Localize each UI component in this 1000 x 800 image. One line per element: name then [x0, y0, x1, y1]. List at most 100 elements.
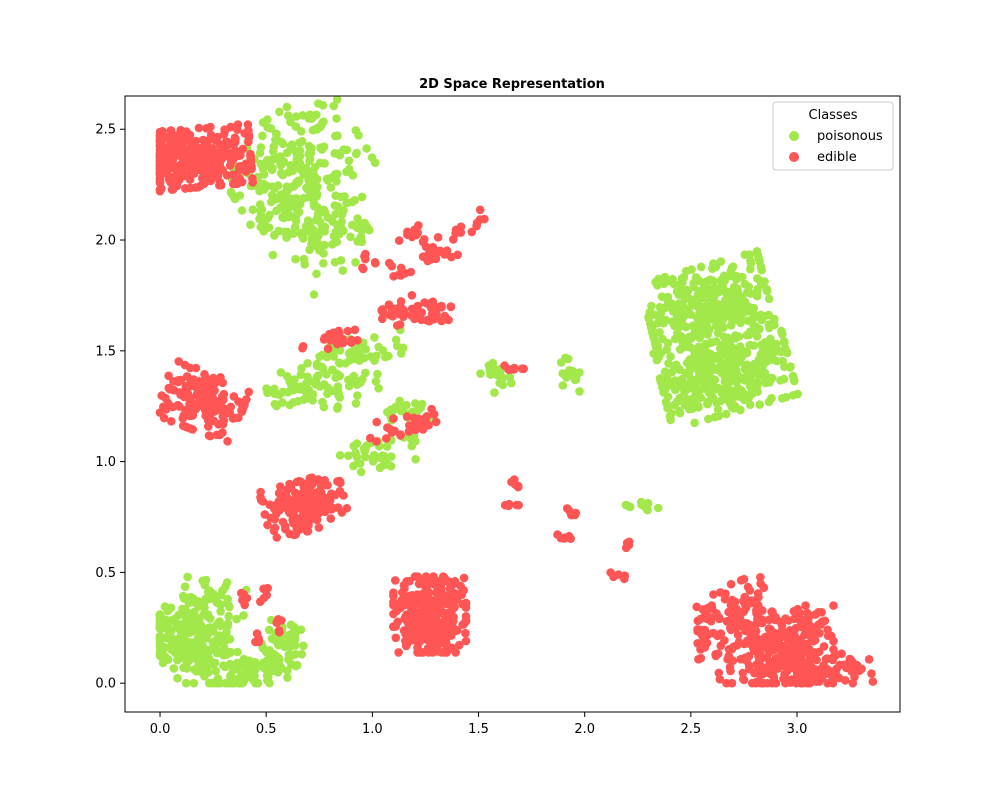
poisonous-point	[283, 111, 293, 120]
poisonous-point	[354, 131, 363, 140]
poisonous-point	[203, 660, 213, 670]
poisonous-point	[746, 380, 755, 389]
edible-point	[868, 677, 878, 686]
poisonous-point	[320, 159, 329, 168]
edible-point	[764, 615, 774, 625]
poisonous-point	[675, 380, 685, 390]
poisonous-point	[746, 256, 755, 266]
poisonous-point	[392, 341, 402, 351]
edible-point	[749, 644, 758, 653]
y-tick-label: 2.5	[95, 123, 116, 138]
poisonous-point	[724, 290, 733, 299]
poisonous-point	[713, 383, 723, 393]
edible-point	[756, 573, 765, 582]
poisonous-point	[770, 340, 779, 350]
poisonous-point	[229, 678, 239, 688]
x-axis: 0.0 0.5 1.0 1.5 2.0 2.5 3.0	[150, 712, 807, 737]
edible-point	[285, 484, 294, 493]
poisonous-point	[246, 220, 255, 229]
edible-point	[424, 636, 434, 646]
poisonous-point	[303, 359, 312, 368]
edible-point	[319, 335, 329, 344]
edible-point	[701, 608, 710, 617]
edible-point	[776, 645, 785, 655]
edible-point	[166, 126, 176, 135]
edible-point	[754, 593, 763, 602]
edible-point	[182, 381, 191, 391]
poisonous-point	[314, 211, 323, 220]
poisonous-point	[356, 378, 365, 387]
poisonous-point	[713, 328, 723, 338]
edible-point	[325, 329, 334, 339]
poisonous-point	[659, 279, 669, 289]
poisonous-point	[331, 209, 340, 219]
poisonous-point	[340, 192, 349, 201]
edible-point	[436, 635, 445, 644]
poisonous-point	[334, 390, 343, 400]
poisonous-point	[331, 131, 340, 141]
edible-point	[174, 130, 183, 140]
poisonous-point	[183, 572, 192, 582]
edible-point	[440, 311, 450, 321]
edible-point	[566, 534, 575, 543]
y-tick-label: 0.5	[95, 566, 116, 581]
edible-point	[426, 615, 436, 625]
edible-point	[389, 272, 398, 281]
edible-point	[218, 419, 228, 429]
poisonous-point	[256, 159, 266, 169]
edible-point	[754, 608, 764, 617]
edible-point	[768, 636, 778, 645]
poisonous-point	[202, 631, 212, 640]
poisonous-point	[289, 622, 299, 632]
chart-title: 2D Space Representation	[419, 77, 605, 92]
edible-point	[155, 185, 165, 195]
edible-point	[814, 677, 824, 686]
poisonous-point	[223, 622, 232, 631]
poisonous-point	[293, 396, 303, 406]
edible-point	[700, 635, 709, 645]
edible-point	[867, 669, 876, 678]
edible-point	[282, 493, 292, 502]
poisonous-point	[179, 591, 188, 601]
edible-point	[396, 297, 406, 306]
edible-point	[864, 655, 874, 664]
edible-point	[455, 640, 464, 650]
edible-point	[227, 156, 236, 166]
poisonous-point	[699, 346, 709, 355]
poisonous-point	[312, 241, 322, 250]
edible-point	[200, 167, 209, 176]
poisonous-point	[245, 667, 254, 677]
edible-point	[801, 601, 810, 610]
edible-point	[262, 590, 272, 600]
legend-box	[772, 101, 894, 171]
edible-point	[784, 616, 793, 625]
edible-point	[434, 577, 443, 586]
poisonous-point	[262, 155, 272, 165]
poisonous-point	[279, 157, 289, 166]
poisonous-point	[225, 634, 235, 644]
poisonous-point	[169, 664, 179, 673]
poisonous-point	[690, 350, 700, 359]
edible-point	[436, 605, 446, 615]
poisonous-point	[701, 377, 710, 387]
poisonous-point	[270, 399, 280, 409]
poisonous-point	[282, 148, 292, 158]
edible-point	[723, 654, 732, 664]
poisonous-point	[179, 663, 188, 672]
poisonous-point	[686, 379, 696, 389]
legend-marker-edible	[789, 152, 799, 162]
poisonous-point	[248, 205, 258, 214]
poisonous-point	[733, 301, 742, 311]
edible-point	[421, 416, 430, 426]
edible-point	[742, 656, 751, 666]
poisonous-point	[740, 250, 750, 259]
edible-point	[783, 649, 792, 658]
edible-point	[180, 171, 189, 181]
edible-point	[266, 513, 276, 523]
edible-point	[715, 614, 724, 624]
edible-point	[758, 669, 767, 679]
poisonous-point	[263, 213, 273, 223]
poisonous-point	[275, 655, 284, 665]
edible-point	[764, 624, 774, 633]
edible-point	[459, 573, 469, 583]
